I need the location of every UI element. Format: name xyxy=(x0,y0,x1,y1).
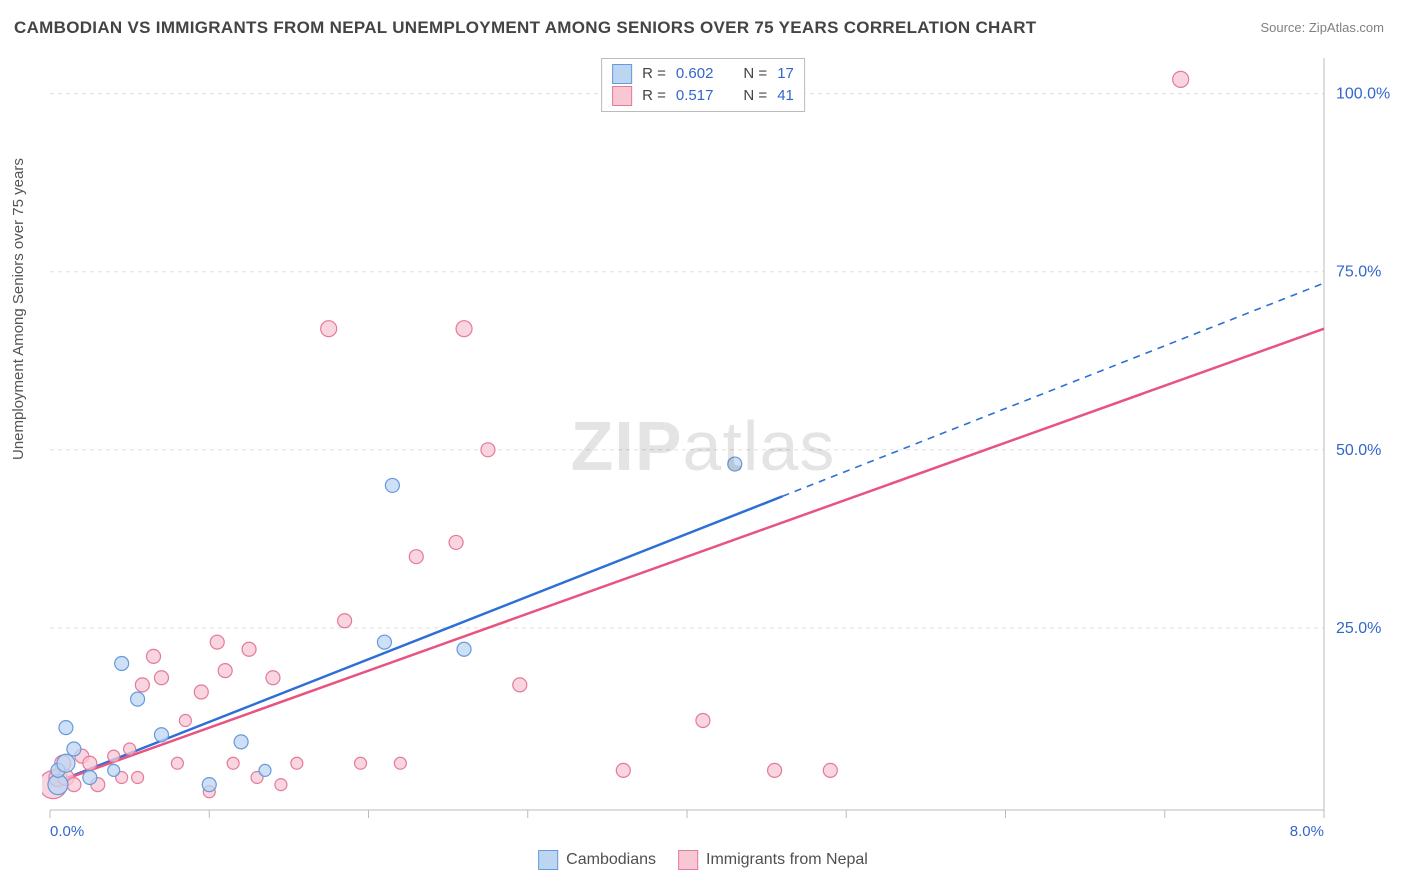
legend-r-label: R = xyxy=(642,85,666,107)
legend-swatch xyxy=(538,850,558,870)
series-legend: Cambodians Immigrants from Nepal xyxy=(538,850,868,870)
data-point-nepal xyxy=(194,685,208,699)
data-point-cambodians xyxy=(377,635,391,649)
data-point-nepal xyxy=(132,772,144,784)
data-point-nepal xyxy=(242,642,256,656)
data-point-cambodians xyxy=(457,642,471,656)
legend-r-label: R = xyxy=(642,63,666,85)
data-point-nepal xyxy=(394,757,406,769)
data-point-nepal xyxy=(147,649,161,663)
data-point-nepal xyxy=(124,743,136,755)
data-point-cambodians xyxy=(385,478,399,492)
x-tick-label: 8.0% xyxy=(1290,823,1324,840)
y-tick-label: 50.0% xyxy=(1336,442,1381,459)
data-point-nepal xyxy=(210,635,224,649)
data-point-nepal xyxy=(275,779,287,791)
legend-item: Immigrants from Nepal xyxy=(678,850,868,870)
y-tick-label: 25.0% xyxy=(1336,620,1381,637)
source-value: ZipAtlas.com xyxy=(1309,20,1384,35)
legend-swatch xyxy=(612,64,632,84)
data-point-cambodians xyxy=(57,754,75,772)
data-point-nepal xyxy=(449,535,463,549)
data-point-cambodians xyxy=(59,721,73,735)
chart-title: CAMBODIAN VS IMMIGRANTS FROM NEPAL UNEMP… xyxy=(14,18,1036,38)
data-point-nepal xyxy=(338,614,352,628)
source-attribution: Source: ZipAtlas.com xyxy=(1260,20,1384,35)
data-point-cambodians xyxy=(728,457,742,471)
legend-row: R = 0.602 N = 17 xyxy=(612,63,794,85)
correlation-legend: R = 0.602 N = 17 R = 0.517 N = 41 xyxy=(601,58,805,112)
x-tick-label: 0.0% xyxy=(50,823,84,840)
data-point-nepal xyxy=(321,321,337,337)
data-point-nepal xyxy=(135,678,149,692)
data-point-nepal xyxy=(227,757,239,769)
data-point-cambodians xyxy=(83,771,97,785)
data-point-nepal xyxy=(355,757,367,769)
legend-r-value: 0.602 xyxy=(676,63,714,85)
scatter-plot: 25.0% 50.0% 75.0% 100.0% 0.0% 8.0% xyxy=(42,50,1394,850)
legend-n-value: 41 xyxy=(777,85,794,107)
legend-n-label: N = xyxy=(743,85,767,107)
legend-swatch xyxy=(612,86,632,106)
y-axis-label: Unemployment Among Seniors over 75 years xyxy=(10,158,27,460)
legend-row: R = 0.517 N = 41 xyxy=(612,85,794,107)
data-point-cambodians xyxy=(131,692,145,706)
data-point-cambodians xyxy=(234,735,248,749)
data-point-nepal xyxy=(696,714,710,728)
data-point-nepal xyxy=(768,763,782,777)
data-point-nepal xyxy=(108,750,120,762)
legend-label: Cambodians xyxy=(566,851,656,869)
legend-r-value: 0.517 xyxy=(676,85,714,107)
data-point-nepal xyxy=(171,757,183,769)
data-point-cambodians xyxy=(108,764,120,776)
legend-label: Immigrants from Nepal xyxy=(706,851,868,869)
legend-n-value: 17 xyxy=(777,63,794,85)
data-point-cambodians xyxy=(67,742,81,756)
trend-line-dashed-cambodians xyxy=(783,283,1324,496)
y-tick-label: 75.0% xyxy=(1336,264,1381,281)
data-point-nepal xyxy=(1173,71,1189,87)
y-tick-label: 100.0% xyxy=(1336,86,1390,103)
data-point-nepal xyxy=(179,715,191,727)
data-point-nepal xyxy=(218,664,232,678)
legend-n-label: N = xyxy=(743,63,767,85)
data-point-nepal xyxy=(154,671,168,685)
data-point-cambodians xyxy=(202,778,216,792)
data-point-nepal xyxy=(616,763,630,777)
data-point-nepal xyxy=(481,443,495,457)
data-point-nepal xyxy=(291,757,303,769)
data-point-nepal xyxy=(83,756,97,770)
data-point-cambodians xyxy=(259,764,271,776)
data-point-cambodians xyxy=(154,728,168,742)
source-label: Source: xyxy=(1260,20,1308,35)
data-point-nepal xyxy=(456,321,472,337)
legend-item: Cambodians xyxy=(538,850,656,870)
data-point-nepal xyxy=(67,778,81,792)
data-point-cambodians xyxy=(115,657,129,671)
legend-swatch xyxy=(678,850,698,870)
data-point-nepal xyxy=(266,671,280,685)
data-point-nepal xyxy=(823,763,837,777)
data-point-nepal xyxy=(409,550,423,564)
trend-line-nepal xyxy=(50,329,1324,785)
data-point-nepal xyxy=(513,678,527,692)
